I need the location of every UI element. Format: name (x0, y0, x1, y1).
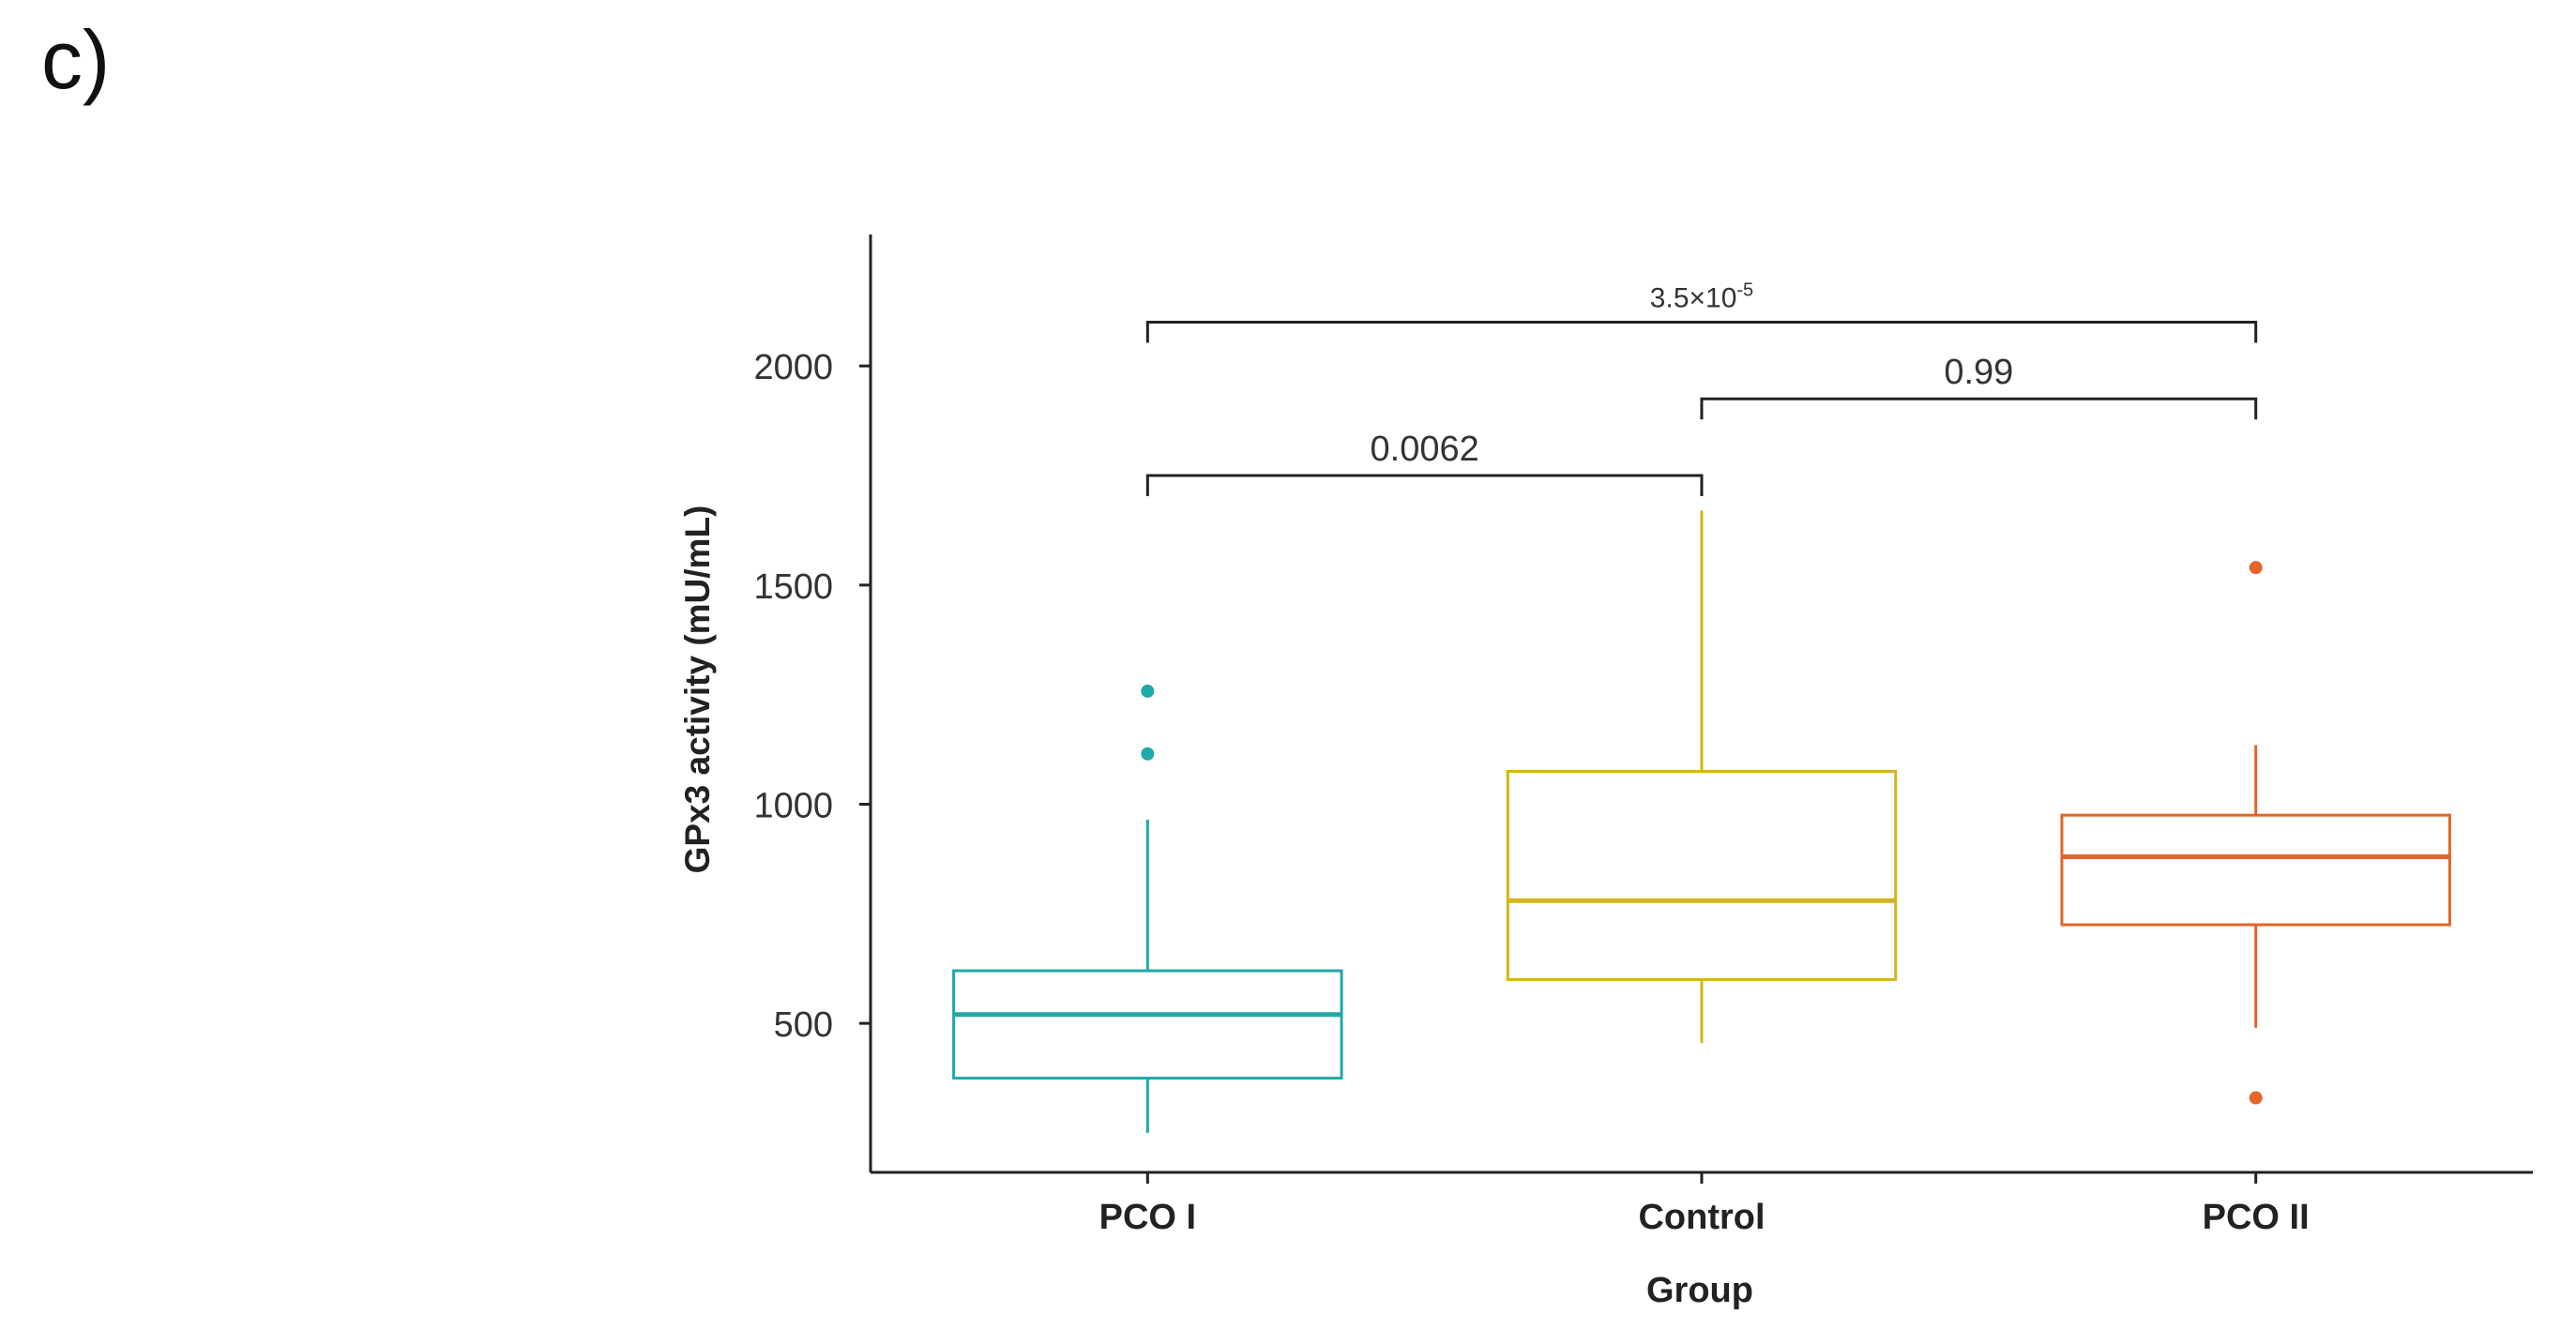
outlier-point (2249, 1091, 2263, 1105)
y-axis-label: GPx3 activity (mU/mL) (678, 506, 717, 874)
outlier-point (2249, 561, 2263, 575)
p-value-label: 3.5×10-5 (1650, 279, 1753, 313)
p-value-label: 0.99 (1944, 353, 2013, 392)
outlier-point (1141, 747, 1155, 761)
comparison-bracket: 0.0062 (1145, 430, 1704, 497)
iqr-box (1506, 769, 1898, 981)
x-tick-label: Control (1638, 1198, 1765, 1237)
y-tick-label: 500 (774, 1005, 833, 1045)
bracket-line (1700, 397, 2258, 420)
p-value-label: 0.0062 (1371, 430, 1479, 469)
bracket-line (1145, 320, 2258, 343)
y-tick-label: 1500 (753, 567, 833, 607)
iqr-box (952, 969, 1343, 1080)
x-axis-label: Group (1646, 1271, 1753, 1310)
y-tick-label: 1000 (753, 786, 833, 825)
x-tick-label: PCO II (2203, 1198, 2310, 1237)
comparison-bracket: 3.5×10-5 (1145, 279, 2258, 343)
box-pco-i (952, 684, 1343, 1133)
comparison-bracket: 0.99 (1700, 353, 2258, 420)
comparison-brackets: 3.5×10-5 0.99 0.0062 (1145, 279, 2258, 497)
y-tick-label: 2000 (753, 348, 833, 387)
box-control (1506, 510, 1898, 1044)
outlier-point (1141, 684, 1155, 698)
boxes (952, 510, 2451, 1133)
axes: 500 1000 1500 2000 PCO I Control PCO II (753, 234, 2533, 1237)
panel-label: c) (41, 13, 111, 106)
box-pco-ii (2060, 561, 2451, 1105)
x-tick-label: PCO I (1099, 1198, 1196, 1237)
iqr-box (2060, 813, 2451, 927)
bracket-line (1145, 474, 1704, 497)
